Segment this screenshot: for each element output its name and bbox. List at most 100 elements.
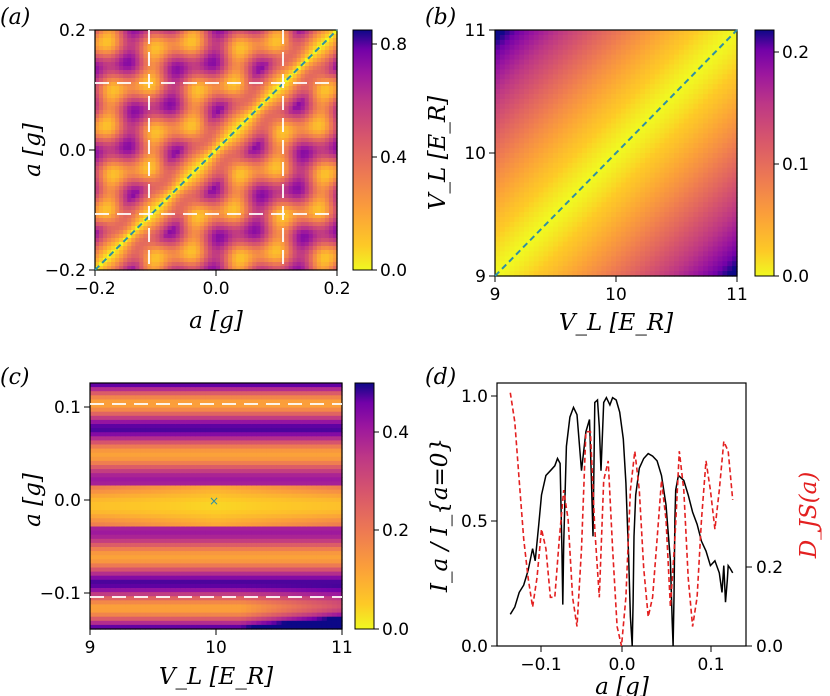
panel-b-heatmap-cell xyxy=(577,212,583,218)
panel-a-heatmap-cell xyxy=(159,230,165,235)
panel-b-heatmap-cell xyxy=(543,113,549,120)
panel-a-heatmap-cell xyxy=(292,114,298,119)
panel-a-heatmap-cell xyxy=(220,62,225,67)
panel-a-heatmap-cell xyxy=(95,74,100,79)
panel-a-heatmap-cell xyxy=(316,218,322,223)
panel-a-heatmap-cell xyxy=(232,242,237,247)
panel-a-heatmap-cell xyxy=(111,226,116,231)
panel-a-heatmap-cell xyxy=(296,210,302,215)
panel-a-heatmap-cell xyxy=(123,62,128,67)
panel-a-heatmap-cell xyxy=(183,82,189,87)
panel-a-heatmap-cell xyxy=(300,154,306,159)
panel-a-heatmap-cell xyxy=(135,42,140,47)
panel-b-heatmap-cell xyxy=(504,93,511,100)
panel-b-heatmap-cell xyxy=(601,182,607,189)
panel-a-heatmap-cell xyxy=(324,198,330,203)
panel-a-heatmap-cell xyxy=(99,170,104,175)
panel-a-heatmap-cell xyxy=(111,182,116,187)
panel-a-heatmap-cell xyxy=(199,54,205,59)
panel-a-heatmap-cell xyxy=(316,178,322,183)
panel-a-heatmap-cell xyxy=(167,186,173,191)
panel-b-heatmap-cell xyxy=(514,123,520,129)
panel-a-heatmap-cell xyxy=(324,234,330,239)
panel-b-heatmap-cell xyxy=(509,128,515,134)
panel-a-heatmap-cell xyxy=(203,38,209,43)
panel-b-heatmap-cell xyxy=(577,103,583,110)
panel-a-heatmap-cell xyxy=(115,198,120,203)
panel-b-heatmap-cell xyxy=(611,49,617,56)
panel-a-heatmap-cell xyxy=(248,150,253,155)
panel-b-heatmap-cell xyxy=(524,34,530,41)
panel-a-heatmap-cell xyxy=(332,258,338,263)
panel-a-heatmap-cell xyxy=(159,214,165,219)
panel-a-heatmap-cell xyxy=(203,246,209,251)
panel-a-heatmap-cell xyxy=(159,86,165,91)
panel-a-heatmap-cell xyxy=(167,146,173,151)
panel-a-heatmap-cell xyxy=(175,210,181,215)
panel-a-heatmap-cell xyxy=(183,202,189,207)
panel-b-heatmap-cell xyxy=(586,30,593,36)
panel-a-heatmap-cell xyxy=(284,194,290,199)
panel-a-heatmap-cell xyxy=(159,34,165,39)
panel-b-heatmap-cell xyxy=(495,74,501,80)
panel-a-heatmap-cell xyxy=(264,118,270,123)
panel-a-heatmap-cell xyxy=(199,214,205,219)
panel-a-heatmap-cell xyxy=(171,166,177,171)
panel-a-heatmap-cell xyxy=(224,186,229,191)
panel-b-heatmap-cell xyxy=(533,246,540,252)
panel-a-heatmap-cell xyxy=(252,114,257,119)
panel-b-heatmap-cell xyxy=(533,34,540,41)
panel-a-heatmap-cell xyxy=(195,234,201,239)
panel-a-heatmap-cell xyxy=(103,114,108,119)
panel-a-heatmap-cell xyxy=(328,210,334,215)
panel-a-heatmap-cell xyxy=(119,122,124,127)
panel-a-heatmap-cell xyxy=(187,90,193,95)
panel-a-heatmap-cell xyxy=(143,174,149,179)
panel-b-heatmap-cell xyxy=(533,226,540,233)
panel-a-heatmap-cell xyxy=(95,102,100,107)
panel-a-heatmap-cell xyxy=(292,214,298,219)
panel-a-heatmap-cell xyxy=(159,234,165,239)
panel-a-heatmap-cell xyxy=(211,210,217,215)
panel-a-heatmap-cell xyxy=(175,62,181,67)
panel-a-heatmap-cell xyxy=(260,226,265,231)
panel-b-heatmap-cell xyxy=(504,212,511,218)
panel-b-heatmap-cell xyxy=(606,266,612,272)
panel-a-heatmap-cell xyxy=(155,266,161,271)
panel-a-heatmap-cell xyxy=(236,174,241,179)
panel-b-heatmap-cell xyxy=(601,157,607,164)
panel-a-heatmap-cell xyxy=(203,174,209,179)
panel-a-heatmap-cell xyxy=(191,90,197,95)
panel-a-heatmap-cell xyxy=(99,210,104,215)
panel-a-heatmap-cell xyxy=(111,122,116,127)
panel-a-heatmap-cell xyxy=(284,82,290,87)
panel-a-heatmap-cell xyxy=(308,178,314,183)
panel-a-heatmap-cell xyxy=(316,230,322,235)
panel-a-heatmap-cell xyxy=(175,178,181,183)
panel-a-heatmap-cell xyxy=(191,130,197,135)
panel-a-heatmap-cell xyxy=(95,94,100,99)
panel-a-heatmap-cell xyxy=(103,102,108,107)
panel-a-heatmap-cell xyxy=(248,74,253,79)
panel-b-heatmap-cell xyxy=(586,231,593,238)
panel-b-heatmap-cell xyxy=(582,256,588,262)
panel-a-heatmap-cell xyxy=(119,130,124,135)
panel-a-heatmap-cell xyxy=(248,102,253,107)
panel-b-heatmap-cell xyxy=(495,153,501,159)
panel-a-heatmap-cell xyxy=(288,178,294,183)
panel-a-heatmap-cell xyxy=(203,146,209,151)
panel-a-heatmap-cell xyxy=(256,134,261,139)
panel-b-heatmap-cell xyxy=(611,167,617,174)
panel-b-heatmap-cell xyxy=(601,138,607,144)
panel-b-heatmap-cell xyxy=(553,182,559,189)
panel-a-heatmap-cell xyxy=(304,206,310,211)
panel-a-heatmap-cell xyxy=(171,234,177,239)
panel-b-heatmap-cell xyxy=(548,89,554,95)
panel-b-heatmap-cell xyxy=(577,39,583,46)
panel-b-heatmap-cell xyxy=(514,138,520,144)
panel-a-heatmap-cell xyxy=(171,262,177,267)
panel-a-heatmap-cell xyxy=(248,114,253,119)
panel-a-heatmap-cell xyxy=(203,118,209,123)
panel-a-heatmap-cell xyxy=(252,226,257,231)
panel-a-heatmap-cell xyxy=(135,246,140,251)
